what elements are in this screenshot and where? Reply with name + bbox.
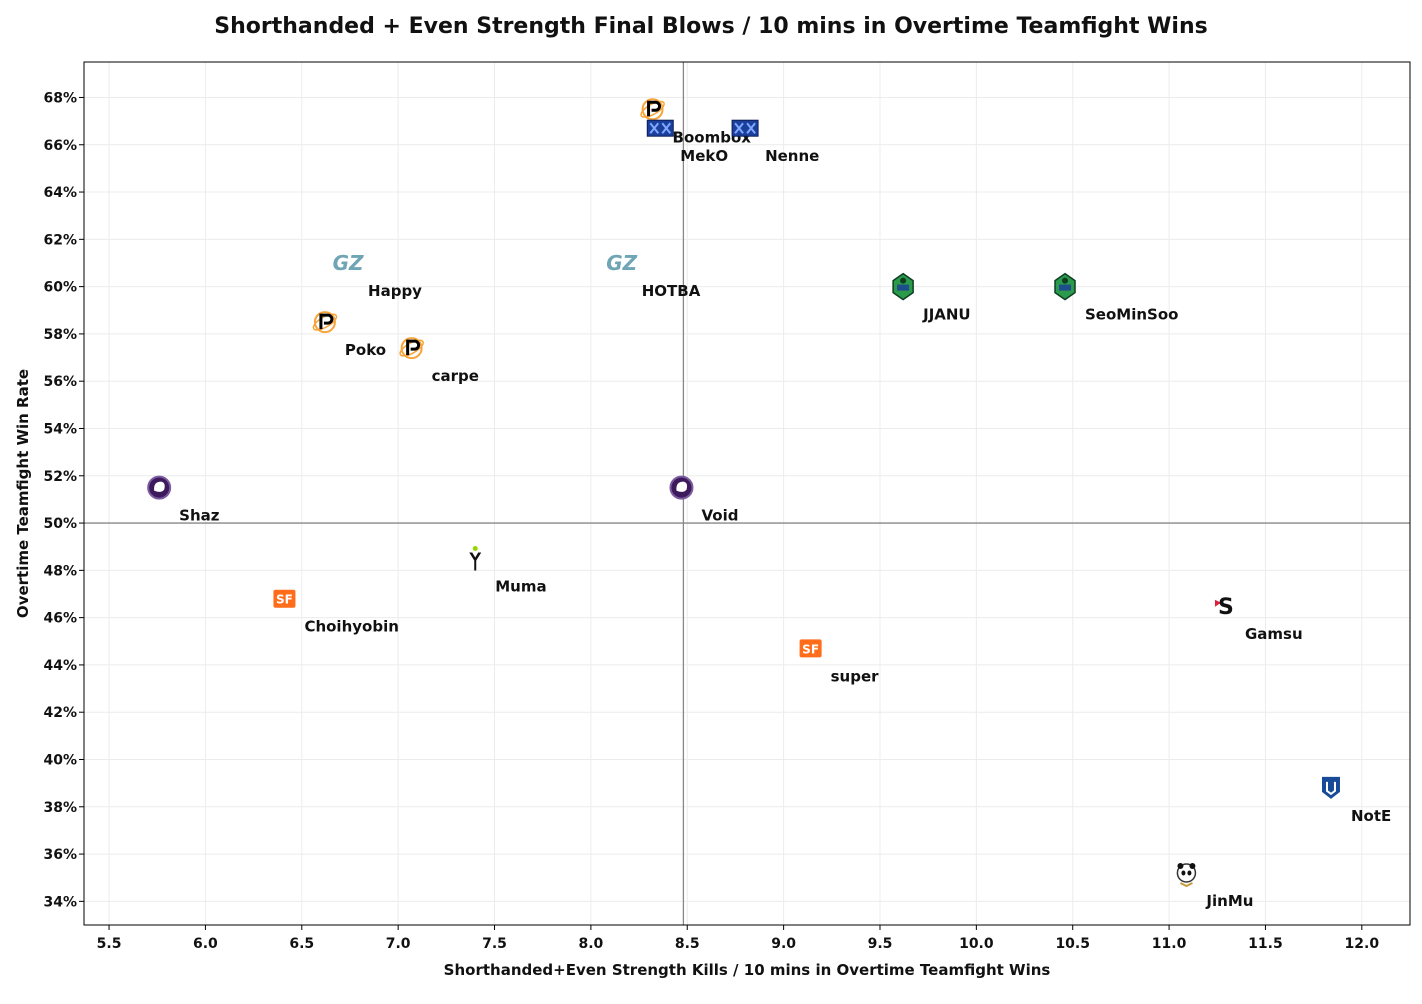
y-tick-label: 54% [43,421,77,437]
point-label: Shaz [179,507,220,525]
charge-logo-icon: GZ [333,251,364,275]
plot-frame [83,61,1411,926]
y-tick-label: 40% [43,752,77,768]
y-tick-label: 52% [43,469,77,485]
dragons-logo-icon [1176,862,1197,888]
x-tick-label: 10.0 [959,936,994,952]
y-tick-label: 62% [43,232,77,248]
fusion-logo-icon [312,311,338,334]
grid-layer [84,62,1410,925]
valiant-logo-icon [892,272,914,301]
point-label: Void [701,507,738,525]
fusion-logo-icon [399,337,424,360]
point-label: HOTBA [642,282,701,300]
point-label: carpe [432,367,479,385]
gladiators-logo-icon [669,475,694,500]
y-axis-ticks: 34% 36% 38% 40% 42% 44% 46% 48% 50% 52% 54% 56% 58% 6… [43,90,84,910]
point-label: MekO [680,147,728,165]
svg-text:S: S [1218,595,1234,620]
excelsior-logo-icon [646,119,674,137]
y-tick-label: 66% [43,138,77,154]
point-label: Poko [345,341,386,359]
reference-lines [84,62,1410,925]
spitfire-logo-icon: S [1214,595,1234,620]
y-tick-label: 42% [43,705,77,721]
x-tick-label: 6.0 [193,936,218,952]
outlaws-logo-icon [469,546,482,571]
point-label: Gamsu [1245,625,1303,643]
x-tick-label: 11.5 [1248,936,1283,952]
excelsior-logo-icon [731,119,759,137]
y-tick-label: 48% [43,563,77,579]
y-tick-label: 38% [43,800,77,816]
svg-text:SF: SF [276,593,293,607]
y-tick-label: 56% [43,374,77,390]
y-tick-label: 60% [43,280,77,296]
x-tick-label: 5.5 [97,936,122,952]
valiant-logo-icon [1054,272,1076,301]
svg-text:GZ: GZ [606,251,637,275]
x-tick-label: 7.5 [482,936,507,952]
x-axis-title: Shorthanded+Even Strength Kills / 10 min… [444,961,1051,979]
fusion-logo-icon [640,98,665,121]
gladiators-logo-icon [147,475,172,500]
x-tick-label: 11.0 [1152,936,1187,952]
point-label: Nenne [765,147,819,165]
svg-text:SF: SF [802,642,819,656]
point-label: super [831,667,880,685]
shock-logo-icon: SF [273,589,296,608]
shock-logo-icon: SF [799,639,822,658]
point-label: SeoMinSoo [1085,306,1178,324]
point-label: JinMu [1205,892,1253,910]
x-tick-label: 12.0 [1345,936,1380,952]
y-tick-label: 34% [43,894,77,910]
y-tick-label: 50% [43,516,77,532]
x-tick-label: 7.0 [386,936,411,952]
y-tick-label: 58% [43,327,77,343]
point-label: JJANU [922,306,971,324]
y-tick-label: 44% [43,658,77,674]
point-label: Muma [495,578,546,596]
point-label: NotE [1351,807,1391,825]
y-tick-label: 68% [43,90,77,106]
y-tick-label: 36% [43,847,77,863]
x-axis-ticks: 5.5 6.0 6.5 7.0 7.5 8.0 8.5 9.0 9.5 10.0 10.5 11.0 1… [97,925,1380,952]
y-tick-label: 64% [43,185,77,201]
chart-title: Shorthanded + Even Strength Final Blows … [214,14,1208,39]
y-tick-label: 46% [43,611,77,627]
x-tick-label: 9.0 [771,936,796,952]
x-tick-label: 8.5 [675,936,700,952]
svg-text:GZ: GZ [333,251,364,275]
uprising-logo-icon [1321,776,1340,799]
point-label: Choihyobin [304,618,398,636]
x-tick-label: 8.0 [578,936,603,952]
charge-logo-icon: GZ [606,251,637,275]
x-tick-label: 10.5 [1055,936,1090,952]
y-axis-title: Overtime Teamfight Win Rate [14,369,32,618]
x-tick-label: 9.5 [868,936,893,952]
x-tick-label: 6.5 [289,936,314,952]
point-label: Happy [368,282,422,300]
